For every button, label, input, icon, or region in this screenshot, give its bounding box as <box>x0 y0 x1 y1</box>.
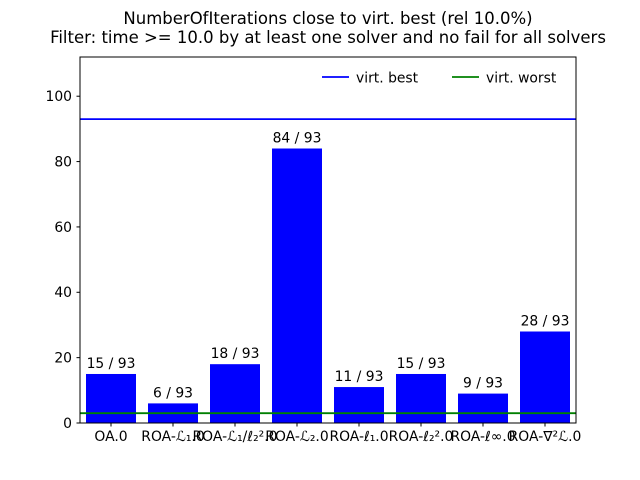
x-tick-label-roa-0: ROA-ℒ₁/ℓ₂².0 <box>193 429 278 445</box>
legend-label-virt-best: virt. best <box>356 71 419 87</box>
bar-roa-0 <box>520 331 570 423</box>
y-tick-label-60: 60 <box>54 220 72 236</box>
legend-label-virt-worst: virt. worst <box>486 71 557 87</box>
y-tick-label-100: 100 <box>45 89 72 105</box>
bar-roa-0 <box>396 373 446 423</box>
y-tick-label-20: 20 <box>54 351 72 367</box>
chart-title-line2: Filter: time >= 10.0 by at least one sol… <box>50 28 606 47</box>
axes-frame <box>79 56 577 424</box>
bar-label-roa-0: 9 / 93 <box>463 376 503 392</box>
bar-label-roa-0: 6 / 93 <box>153 385 193 401</box>
x-tick-label-roa-0: ROA-ℓ₂².0 <box>389 429 454 445</box>
bar-roa-0 <box>334 387 384 423</box>
x-tick-label-roa-0: ROA-ℒ₂.0 <box>265 429 328 445</box>
y-tick-label-0: 0 <box>63 416 72 432</box>
x-tick-label-roa-0: ROA-∇²ℒ.0 <box>509 429 582 445</box>
bar-label-roa-0: 15 / 93 <box>397 356 446 372</box>
chart-title-line1: NumberOfIterations close to virt. best (… <box>123 9 533 28</box>
chart-title: NumberOfIterations close to virt. best (… <box>50 9 606 47</box>
bar-label-roa-0: 18 / 93 <box>211 346 260 362</box>
bar-label-roa-0: 11 / 93 <box>335 369 384 385</box>
y-tick-label-80: 80 <box>54 154 72 170</box>
bar-roa-0 <box>210 364 260 423</box>
x-tick-label-roa-0: ROA-ℓ∞.0 <box>450 429 515 445</box>
bar-roa-0 <box>272 148 322 423</box>
bar-label-roa-0: 84 / 93 <box>273 131 322 147</box>
x-tick-label-roa-0: ROA-ℓ₁.0 <box>329 429 388 445</box>
bar-label-oa-0: 15 / 93 <box>87 356 136 372</box>
y-tick-label-40: 40 <box>54 285 72 301</box>
x-tick-label-oa-0: OA.0 <box>94 429 127 445</box>
bar-oa-0 <box>86 373 136 423</box>
bar-label-roa-0: 28 / 93 <box>521 314 570 330</box>
x-tick-label-roa-0: ROA-ℒ₁.0 <box>141 429 204 445</box>
bar-roa-0 <box>458 393 508 423</box>
